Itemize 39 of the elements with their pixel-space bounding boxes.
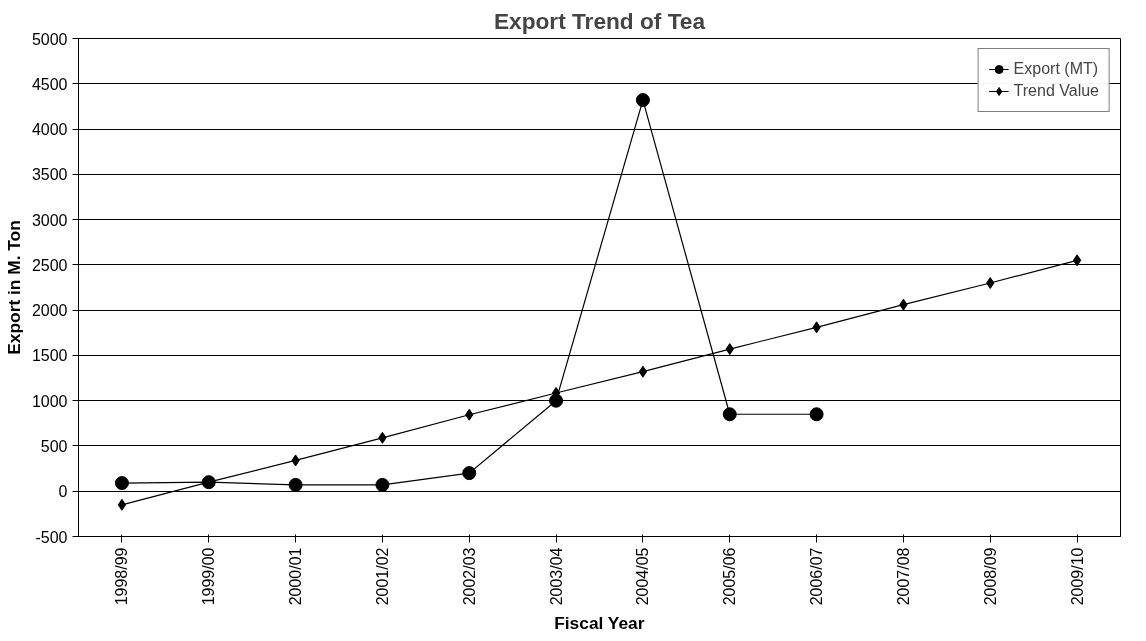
y-tick-label: 2000	[31, 302, 68, 320]
chart-title: Export Trend of Tea	[493, 7, 706, 34]
x-tick-label: 2006/07	[808, 547, 826, 606]
x-tick-label: 2008/09	[981, 547, 999, 606]
x-tick-label: 2002/03	[460, 547, 478, 606]
point	[117, 498, 127, 511]
x-tick-label: 2004/05	[634, 547, 652, 606]
legend-label: Trend Value	[1013, 82, 1099, 100]
y-tick-label: 2500	[31, 256, 68, 274]
y-axis-title: Export in M. Ton	[3, 220, 24, 355]
x-tick-label: 2001/02	[373, 547, 391, 606]
y-tick-label: 0	[58, 483, 68, 501]
point	[638, 365, 648, 378]
x-tick-label: 2009/10	[1068, 547, 1086, 606]
x-axis-title: Fiscal Year	[554, 613, 645, 634]
y-tick-label: 1000	[31, 392, 68, 410]
y-tick-label: 3000	[31, 211, 68, 229]
y-tick-label: 4000	[31, 121, 68, 139]
y-tick-label: 500	[40, 437, 68, 455]
y-tick-label: 4500	[31, 75, 68, 93]
point	[722, 407, 737, 422]
x-tick-label: 2007/08	[894, 547, 912, 606]
point	[462, 466, 477, 481]
x-tick-label: 2005/06	[721, 547, 739, 606]
y-tick-label: 5000	[31, 30, 68, 48]
x-tick-label: 1999/00	[200, 547, 218, 606]
y-tick-label: 1500	[31, 347, 68, 365]
legend-label: Export (MT)	[1013, 60, 1099, 78]
point	[809, 407, 824, 422]
y-tick-label: -500	[35, 528, 68, 546]
point	[288, 477, 303, 492]
x-tick-label: 1998/99	[113, 547, 131, 606]
x-tick-label: 2003/04	[547, 547, 565, 606]
point	[375, 477, 390, 492]
point	[1072, 254, 1082, 267]
point	[635, 93, 650, 108]
y-tick-label: 3500	[31, 166, 68, 184]
x-tick-label: 2000/01	[287, 547, 305, 606]
point	[114, 476, 129, 491]
